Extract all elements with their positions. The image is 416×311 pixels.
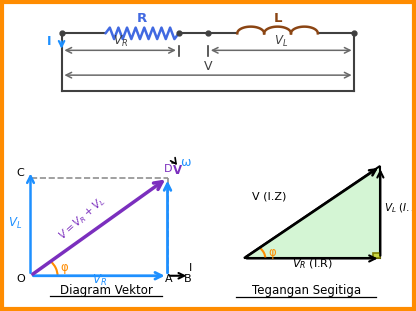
Polygon shape [373,253,380,258]
Text: V (I.Z): V (I.Z) [252,192,287,202]
Text: A: A [164,273,172,284]
Text: C: C [17,168,24,179]
Text: L: L [273,12,282,25]
Text: φ: φ [60,261,68,274]
Text: φ: φ [268,246,276,258]
Text: $V_L$ $(I.X_L)$: $V_L$ $(I.X_L)$ [384,201,416,215]
Text: I: I [189,263,192,273]
Polygon shape [244,166,380,258]
Text: V: V [173,165,182,177]
Text: $V_L$: $V_L$ [274,34,288,49]
Text: $V = V_R + V_L$: $V = V_R + V_L$ [56,194,108,243]
Text: Tegangan Segitiga: Tegangan Segitiga [252,285,361,297]
Text: V: V [204,60,212,73]
Text: D: D [164,164,173,174]
Text: O: O [16,273,25,284]
Text: $V_R$ (I.R): $V_R$ (I.R) [292,258,332,272]
Text: B: B [183,273,191,284]
Text: R: R [137,12,147,25]
Text: $V_R$: $V_R$ [92,273,106,288]
Text: $V_R$: $V_R$ [113,34,128,49]
Text: Diagram Vektor: Diagram Vektor [60,284,153,297]
Text: I: I [47,35,51,48]
Text: ω: ω [180,156,191,169]
Text: $V_L$: $V_L$ [8,216,22,231]
